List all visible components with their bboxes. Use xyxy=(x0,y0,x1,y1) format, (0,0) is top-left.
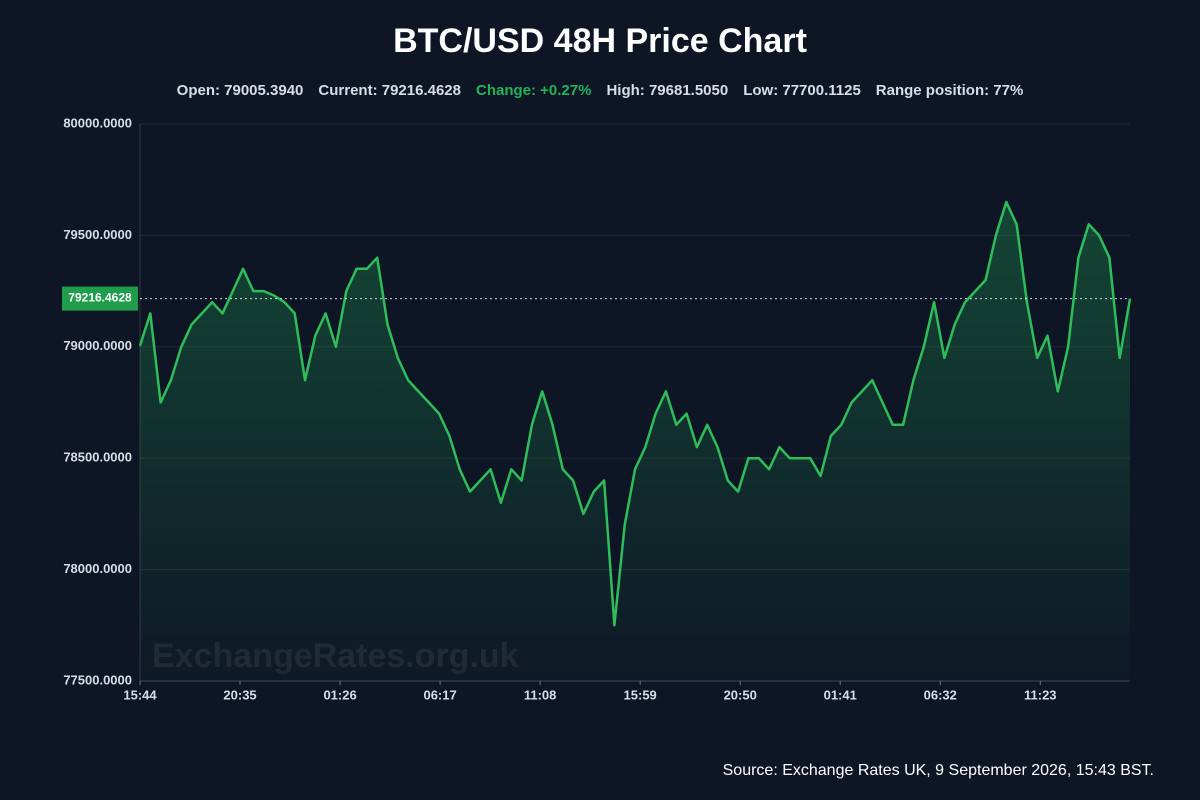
source-note: Source: Exchange Rates UK, 9 September 2… xyxy=(722,762,1154,779)
x-tick-label: 06:17 xyxy=(423,687,456,702)
x-tick-label: 01:26 xyxy=(323,687,356,702)
y-tick-label: 78000.0000 xyxy=(63,561,132,576)
area xyxy=(140,202,1130,681)
current-price-label: 79216.4628 xyxy=(68,291,132,305)
x-tick-label: 20:35 xyxy=(223,687,256,702)
y-tick-label: 77500.0000 xyxy=(63,672,132,687)
x-tick-label: 11:23 xyxy=(1024,687,1057,702)
stat: Range position: 77% xyxy=(875,82,1024,99)
chart-title: BTC/USD 48H Price Chart xyxy=(393,22,807,60)
stat: Low: 77700.1125 xyxy=(743,82,861,99)
y-tick-label: 78500.0000 xyxy=(63,450,132,465)
x-tick-label: 06:32 xyxy=(924,687,957,702)
y-tick-label: 79000.0000 xyxy=(63,338,132,353)
price-line xyxy=(138,200,1132,627)
x-tick-label: 01:41 xyxy=(824,687,857,702)
stat: High: 79681.5050 xyxy=(606,82,729,99)
stat: Open: 79005.3940 xyxy=(176,82,304,99)
current-price-badge xyxy=(62,286,138,311)
stat: Current: 79216.4628 xyxy=(318,82,461,99)
stats-row: Open: 79005.3940 Current: 79216.4628 Chang… xyxy=(0,82,1200,99)
x-tick-label: 11:08 xyxy=(524,687,557,702)
stat: Change: +0.27% xyxy=(476,82,592,99)
y-tick-label: 80000.0000 xyxy=(63,115,132,130)
x-tick-label: 15:59 xyxy=(624,687,657,702)
x-tick-label: 20:50 xyxy=(724,687,757,702)
x-tick-label: 15:44 xyxy=(123,687,157,702)
y-tick-label: 79500.0000 xyxy=(63,227,132,242)
